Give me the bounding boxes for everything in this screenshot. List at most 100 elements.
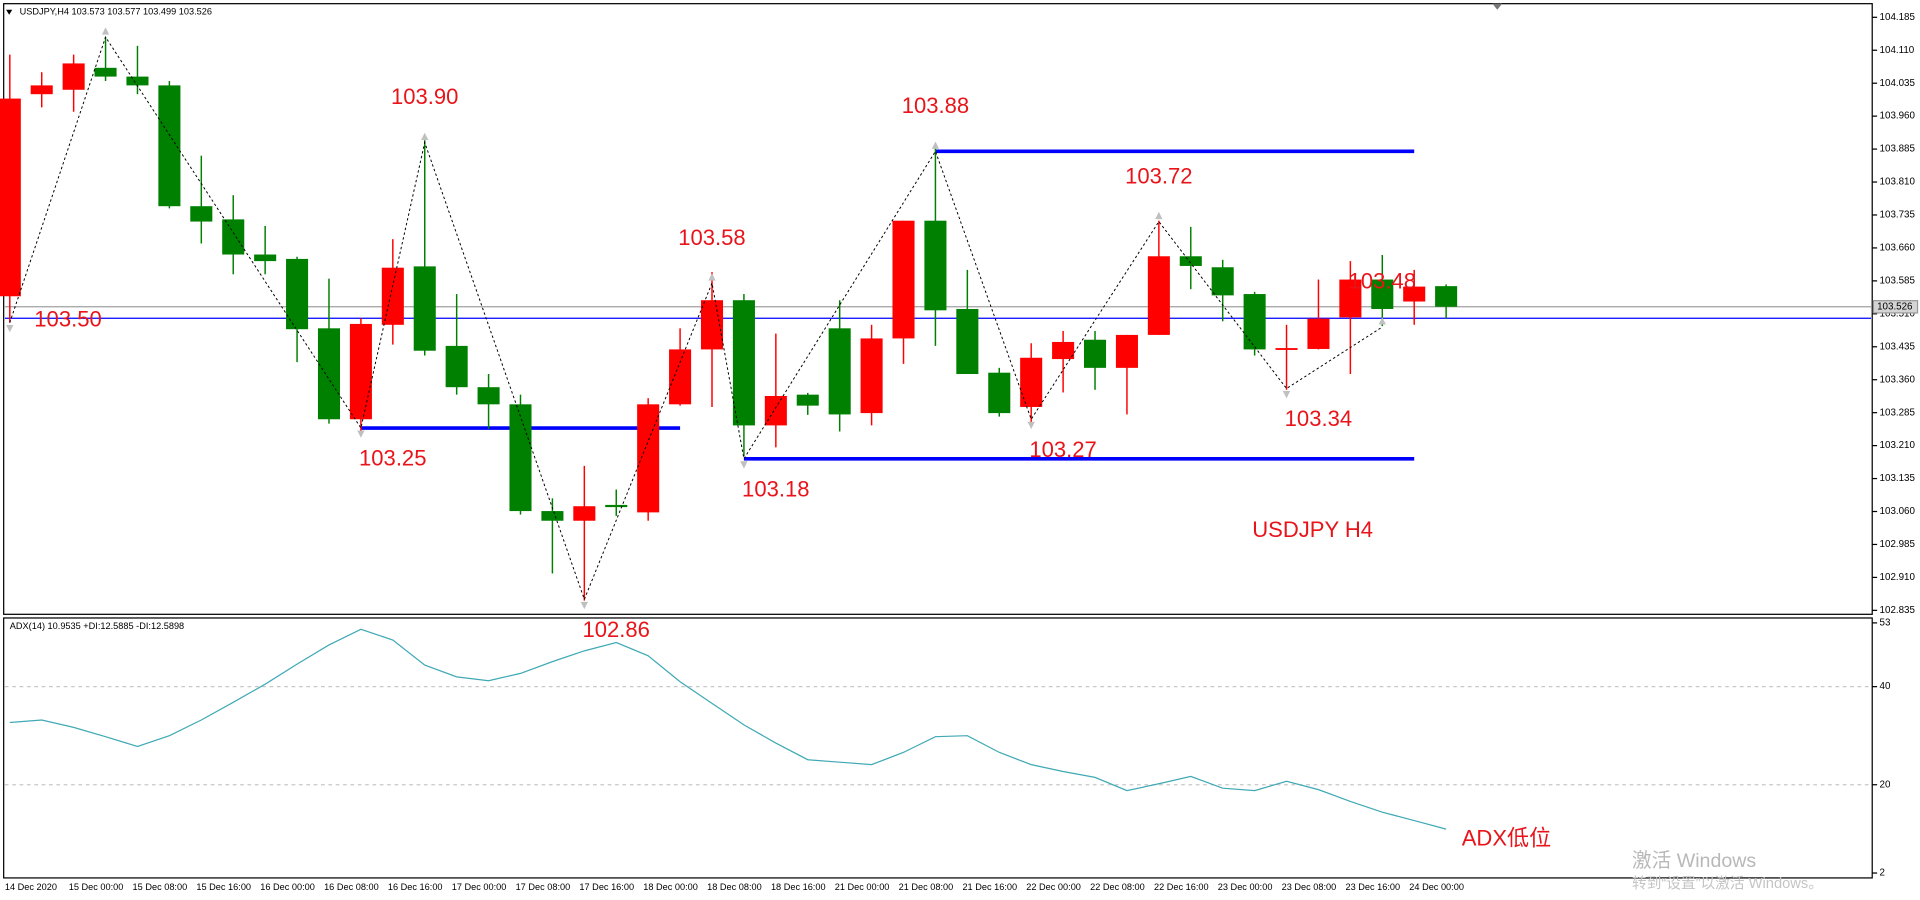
annotation: ADX低位 — [1462, 826, 1551, 851]
x-tick-label: 22 Dec 08:00 — [1090, 882, 1145, 892]
x-tick-label: 16 Dec 00:00 — [260, 882, 315, 892]
candle-body — [158, 85, 181, 207]
candle-body — [445, 345, 468, 388]
candle-body — [477, 387, 500, 405]
x-tick-label: 23 Dec 08:00 — [1282, 882, 1337, 892]
zigzag-marker — [357, 430, 365, 438]
adx-title: ADX(14) 10.9535 +DI:12.5885 -DI:12.5898 — [10, 621, 184, 631]
candle-body — [700, 300, 724, 350]
candle-body — [828, 328, 851, 415]
zigzag-marker — [740, 461, 748, 469]
candle-body — [541, 511, 564, 521]
x-tick-label: 15 Dec 08:00 — [133, 882, 188, 892]
x-tick-label: 15 Dec 16:00 — [196, 882, 251, 892]
zigzag-label: 103.27 — [1029, 437, 1096, 462]
watermark-subtitle: 转到“设置”以激活 Windows。 — [1632, 875, 1823, 892]
zigzag-label: 103.88 — [902, 93, 969, 118]
candle-body — [1179, 256, 1202, 266]
zigzag-marker — [1378, 317, 1386, 325]
watermark-title: 激活 Windows — [1632, 850, 1756, 872]
shift-marker — [1492, 3, 1503, 10]
y-tick-label: 102.835 — [1880, 605, 1916, 616]
zigzag-marker — [580, 601, 589, 610]
candle-body — [1115, 334, 1138, 368]
x-tick-label: 18 Dec 00:00 — [643, 882, 698, 892]
zigzag-label: 103.25 — [359, 446, 426, 471]
y-tick-label: 2 — [1880, 868, 1885, 879]
x-tick-label: 18 Dec 16:00 — [771, 882, 826, 892]
x-tick-label: 21 Dec 08:00 — [899, 882, 954, 892]
x-tick-label: 23 Dec 16:00 — [1345, 882, 1400, 892]
candle-body — [669, 349, 692, 405]
x-tick-label: 14 Dec 2020 — [5, 882, 57, 892]
x-tick-label: 21 Dec 16:00 — [962, 882, 1017, 892]
zigzag-marker — [421, 132, 429, 141]
candle-body — [764, 395, 787, 426]
zigzag-marker — [101, 27, 110, 35]
candle-body — [286, 258, 309, 330]
candle-body — [605, 504, 628, 508]
candle-body — [796, 394, 819, 406]
candle-body — [637, 404, 660, 513]
y-tick-label: 103.135 — [1880, 473, 1916, 484]
menu-arrow[interactable] — [6, 9, 13, 15]
candle-body — [1275, 348, 1298, 350]
candle-body — [1083, 339, 1107, 368]
symbol-info: USDJPY,H4 103.573 103.577 103.499 103.52… — [20, 7, 212, 17]
x-tick-label: 15 Dec 00:00 — [69, 882, 124, 892]
candle-body — [1339, 279, 1362, 318]
horizontal-line-label: 103.50 — [34, 306, 101, 331]
y-tick-label: 40 — [1880, 681, 1891, 692]
adx-panel-frame — [3, 617, 1873, 879]
zigzag-label: 103.18 — [742, 476, 809, 501]
y-tick-label: 104.185 — [1880, 12, 1916, 23]
price-panel-frame — [3, 3, 1873, 615]
candle-body — [30, 85, 53, 95]
x-tick-label: 18 Dec 08:00 — [707, 882, 762, 892]
zigzag-marker — [708, 273, 716, 281]
candle-body — [573, 506, 596, 521]
y-tick-label: 103.885 — [1880, 144, 1916, 155]
x-tick-label: 17 Dec 16:00 — [579, 882, 634, 892]
zigzag-label: 103.48 — [1349, 269, 1416, 294]
current-price-box — [1872, 300, 1919, 314]
current-price-label: 103.526 — [1877, 301, 1913, 312]
candle-body — [126, 76, 149, 86]
candle-body — [1435, 286, 1458, 307]
candle-body — [1243, 294, 1266, 350]
y-tick-label: 103.960 — [1880, 111, 1916, 122]
zigzag-marker — [931, 141, 940, 149]
y-tick-label: 103.660 — [1880, 243, 1916, 254]
candle-body — [1211, 267, 1234, 296]
x-tick-label: 21 Dec 00:00 — [835, 882, 890, 892]
candle-body — [1020, 357, 1043, 407]
y-tick-label: 102.910 — [1880, 572, 1916, 583]
x-tick-label: 17 Dec 08:00 — [516, 882, 571, 892]
candle-body — [0, 98, 21, 297]
candle-body — [1052, 341, 1075, 360]
zigzag-label: 103.72 — [1125, 163, 1192, 188]
y-tick-label: 104.035 — [1880, 78, 1916, 89]
zigzag-label: 103.58 — [678, 225, 745, 250]
zigzag-marker — [1027, 421, 1035, 430]
x-tick-label: 22 Dec 00:00 — [1026, 882, 1081, 892]
x-tick-label: 23 Dec 00:00 — [1218, 882, 1273, 892]
candle-body — [190, 206, 213, 222]
y-tick-label: 103.435 — [1880, 341, 1916, 352]
x-tick-label: 22 Dec 16:00 — [1154, 882, 1209, 892]
candle-body — [222, 219, 245, 255]
zigzag-marker — [1282, 390, 1291, 399]
candle-body — [892, 220, 915, 339]
candle-body — [1403, 286, 1426, 302]
x-tick-label: 16 Dec 16:00 — [388, 882, 443, 892]
y-tick-label: 53 — [1880, 617, 1891, 628]
candle-body — [1307, 318, 1330, 349]
candle-body — [732, 300, 755, 426]
candle-body — [413, 266, 436, 351]
y-tick-label: 103.360 — [1880, 374, 1916, 385]
zigzag-label: 103.34 — [1285, 406, 1352, 431]
candle-body — [349, 323, 372, 420]
